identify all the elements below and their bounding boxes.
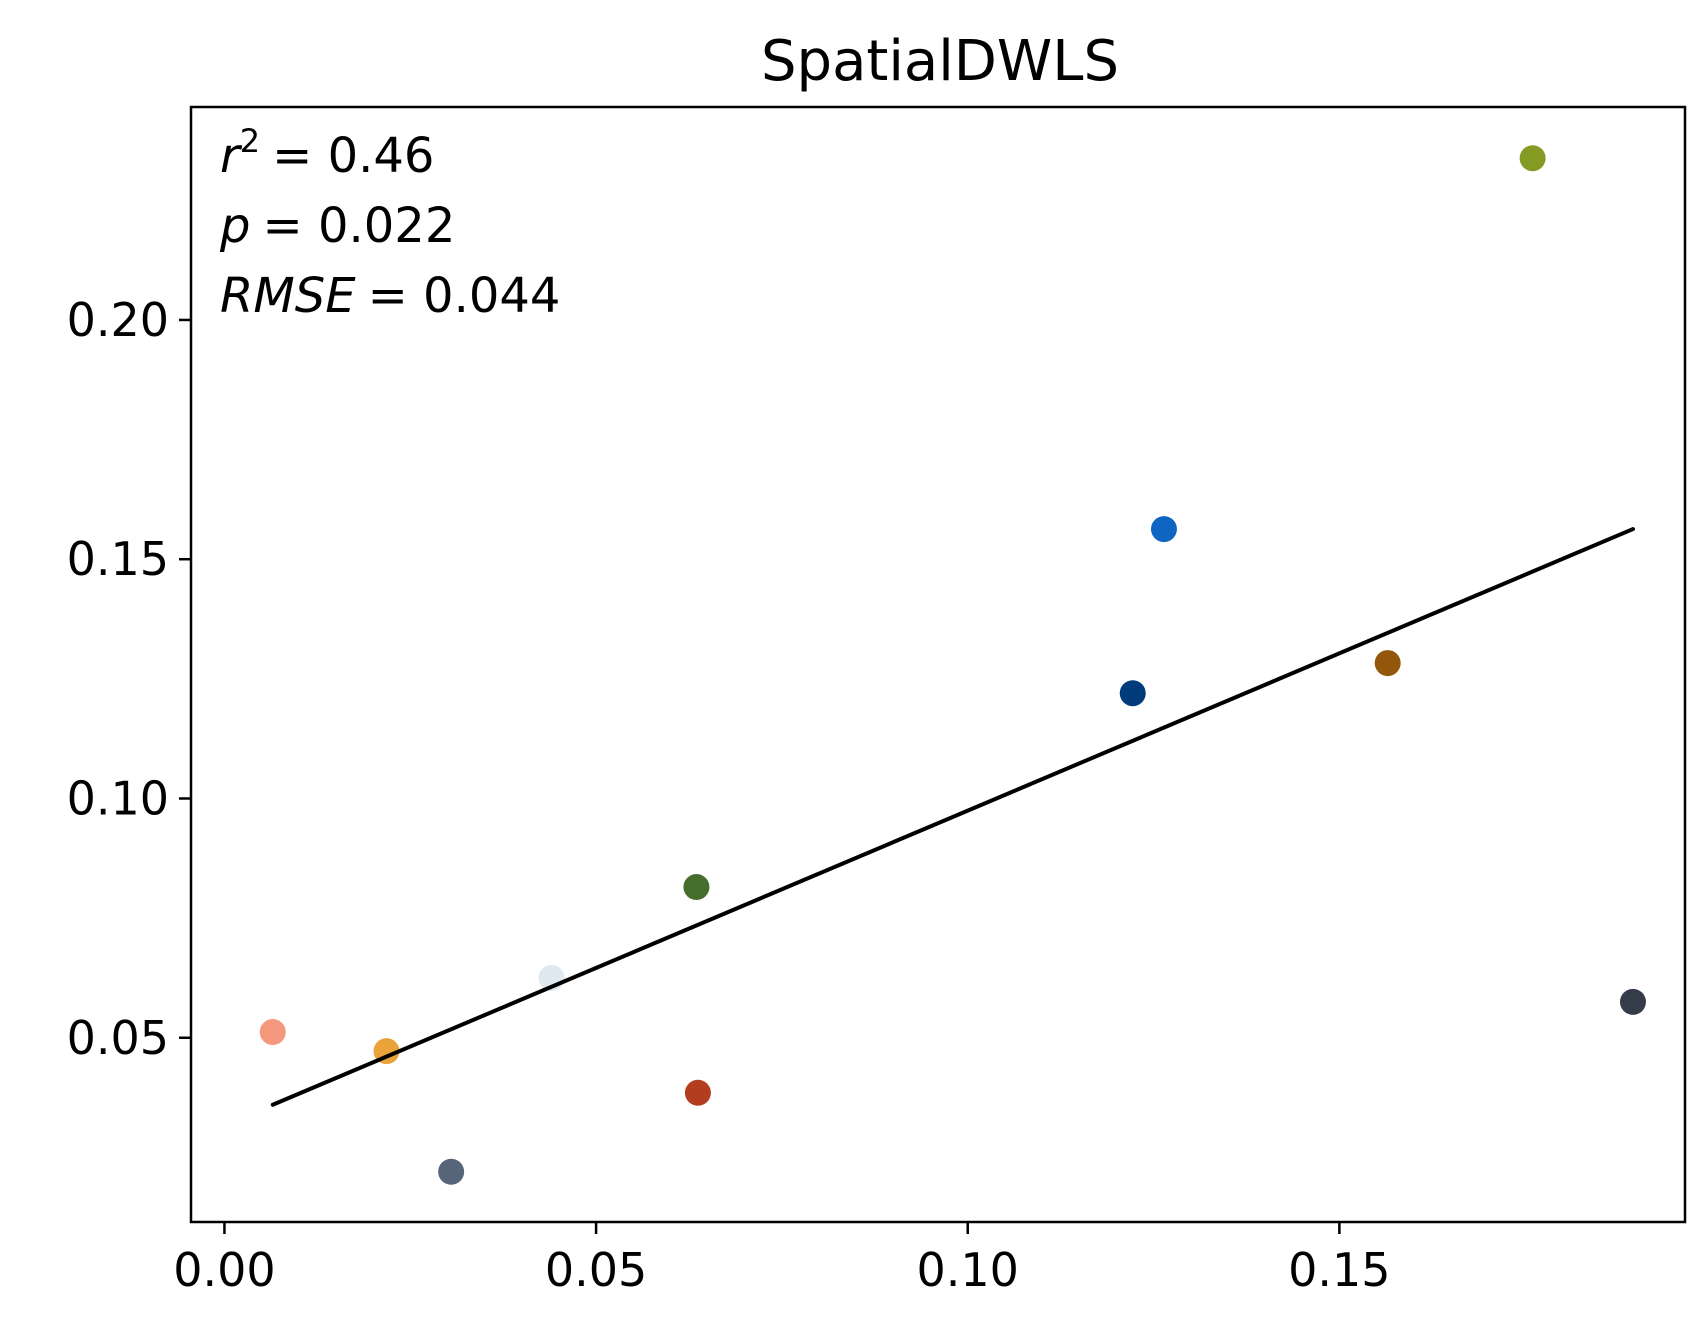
data-point-11	[1619, 988, 1646, 1015]
chart-title: SpatialDWLS	[761, 29, 1119, 94]
data-point-5	[683, 874, 710, 901]
x-tick-label-2: 0.05	[545, 1243, 647, 1297]
r-superscript: 2	[240, 122, 260, 160]
y-tick-label-4: 0.20	[67, 293, 169, 347]
r-symbol: r	[220, 128, 243, 184]
points-layer	[259, 145, 1646, 1185]
rmse-annotation: RMSE = 0.044	[220, 268, 560, 324]
x-tick-label-3: 0.10	[917, 1243, 1019, 1297]
y-tick-label-3: 0.15	[67, 532, 169, 586]
r-squared-annotation: r2 = 0.46	[220, 122, 434, 184]
x-axis: 0.00 0.05 0.10 0.15	[173, 1222, 1391, 1297]
data-point-6	[684, 1079, 711, 1106]
p-value: = 0.022	[262, 198, 455, 254]
data-point-3	[438, 1158, 465, 1185]
x-tick-label-1: 0.00	[173, 1243, 275, 1297]
data-point-1	[259, 1019, 286, 1046]
y-axis: 0.05 0.10 0.15 0.20	[67, 293, 191, 1065]
rmse-value: = 0.044	[368, 268, 561, 324]
y-tick-label-1: 0.05	[67, 1011, 169, 1065]
x-tick-label-4: 0.15	[1288, 1243, 1390, 1297]
data-point-8	[1150, 516, 1177, 543]
data-point-9	[1374, 650, 1401, 677]
y-tick-label-2: 0.10	[67, 771, 169, 825]
regression-line	[270, 527, 1635, 1107]
data-point-10	[1519, 145, 1546, 172]
p-symbol: p	[219, 198, 250, 254]
p-value-annotation: p = 0.022	[219, 198, 455, 254]
rmse-symbol: RMSE	[220, 268, 356, 324]
data-point-7	[1119, 680, 1146, 707]
r-squared-value: = 0.46	[272, 128, 434, 184]
fit-line-layer	[270, 527, 1635, 1107]
plot-frame	[189, 105, 1687, 1224]
